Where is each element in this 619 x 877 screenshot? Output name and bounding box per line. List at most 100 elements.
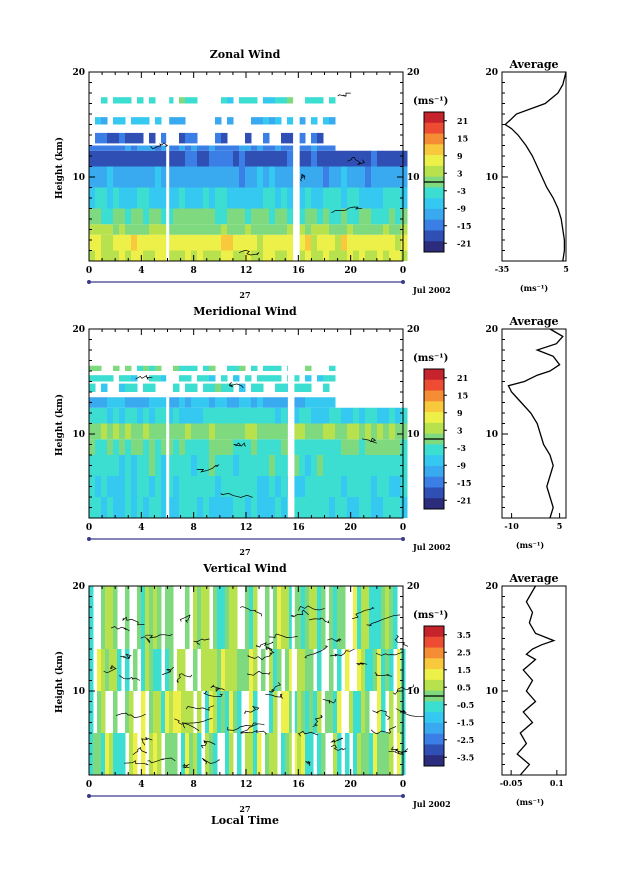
x-tick-label: 8 [191,780,197,790]
contour-line [330,744,346,751]
heat-cell [353,455,360,476]
heat-cell [185,145,192,151]
heat-cell [229,691,234,733]
heat-cell [233,208,240,225]
heat-cell [177,649,182,691]
heat-cell [179,407,186,424]
heat-cell [155,234,162,251]
heat-cell [125,439,132,455]
heat-cell [323,208,330,225]
heat-cell [335,224,342,235]
heat-cell [161,407,168,424]
heat-cell [161,397,168,408]
heat-cell [263,150,270,167]
heat-cell [141,733,146,775]
heat-cell [101,423,108,440]
heat-cell [101,586,106,649]
heat-cell [317,224,324,235]
heat-cell [173,383,180,392]
heat-cell [227,224,234,235]
heat-cell [161,234,168,251]
heat-cell [337,649,342,691]
heat-cell [323,145,330,151]
heat-cell [113,145,120,151]
heat-cell [311,250,318,261]
heat-cell [401,497,408,518]
heat-cell [341,234,348,251]
heat-cell [95,145,102,151]
heat-cell [169,691,174,733]
heat-cell [321,733,326,775]
heat-cell [269,497,276,518]
heat-cell [185,166,192,188]
heat-cell [149,423,156,440]
contour-line [162,666,174,675]
contour-line [375,651,403,656]
heat-cell [377,455,384,476]
heat-cell [149,586,154,649]
heat-cell [101,224,108,235]
heat-cell [357,733,362,775]
heat-cell [221,234,228,251]
colorbar: 21 15 9 3 -3 -9 -15 -21 [423,111,471,253]
heat-cell [269,476,276,497]
contour-line [140,636,151,644]
heat-cell [233,497,240,518]
heat-cell [227,187,234,209]
heat-cell [281,132,288,144]
heat-cell [347,455,354,476]
heat-cell [97,649,102,691]
profile-frame [501,71,567,262]
heat-cell [317,476,324,497]
heat-cell [275,117,282,125]
heat-cell [119,132,126,144]
heat-cell [95,497,102,518]
heat-cell [371,250,378,261]
heat-cell [185,455,192,476]
heat-cell [161,224,168,235]
heat-cell [89,234,96,251]
heat-cell [167,150,174,167]
heat-cell [289,733,294,775]
heat-cell [107,423,114,440]
heat-cell [299,145,306,151]
heat-cell [263,145,270,151]
heat-cell [101,166,108,188]
heat-cell [239,423,246,440]
heat-cell [245,166,252,188]
heat-cell [365,476,372,497]
heat-cell [149,691,154,733]
heat-cell [149,234,156,251]
heat-cell [245,250,252,261]
heat-cell [181,691,186,733]
heat-cell [185,691,190,733]
heat-cell [105,649,110,691]
heat-cell [281,497,288,518]
heat-cell [167,250,174,261]
heat-cell [101,455,108,476]
heat-cell [221,423,228,440]
heat-cell [193,586,198,649]
heat-cell [317,397,324,408]
heat-cell [377,439,384,455]
heat-cell [263,234,270,251]
heat-cell [245,234,252,251]
heat-cell [383,187,390,209]
heat-cell [203,476,210,497]
heat-cell [269,187,276,209]
heat-cell [101,145,108,151]
heat-cell [263,97,270,104]
heat-cell [191,187,198,209]
heat-cell [305,224,312,235]
heat-cell [251,365,258,371]
heat-cell [395,187,402,209]
heat-cell [149,439,156,455]
heat-cell [125,586,130,649]
profile-plot: 10 20 -0.05 0.1 [485,582,567,788]
heat-cell [89,407,96,424]
heat-cell [137,497,144,518]
heat-cell [347,423,354,440]
heat-cell [205,586,210,649]
colorbar-segment [424,208,444,221]
heat-cell [149,733,154,775]
